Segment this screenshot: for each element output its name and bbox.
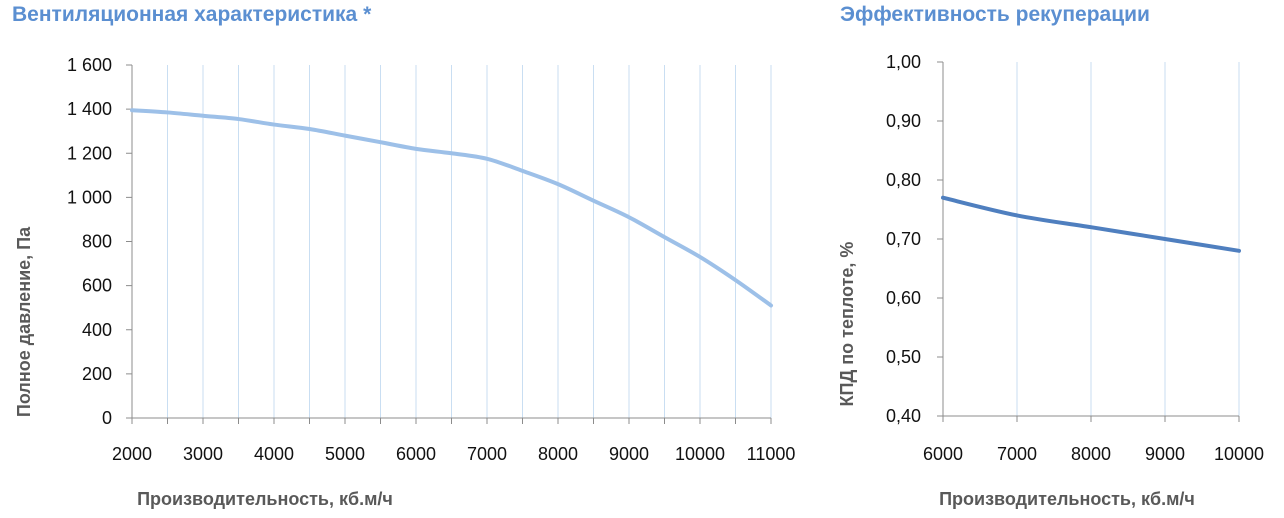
chart-title-fan-curve: Вентиляционная характеристика * <box>12 3 372 26</box>
x-tick-label: 6000 <box>923 444 963 464</box>
y-tick-label: 1 200 <box>67 143 112 163</box>
x-tick-label: 3000 <box>183 444 223 464</box>
y-tick-label: 1 400 <box>67 99 112 119</box>
y-tick-label: 0,70 <box>886 229 921 249</box>
y-tick-label: 0,40 <box>886 406 921 426</box>
x-tick-label: 7000 <box>467 444 507 464</box>
y-tick-label: 1,00 <box>886 52 921 72</box>
y-tick-label: 400 <box>82 320 112 340</box>
x-tick-label: 5000 <box>325 444 365 464</box>
y-tick-label: 0,60 <box>886 288 921 308</box>
x-tick-label: 4000 <box>254 444 294 464</box>
x-tick-label: 9000 <box>609 444 649 464</box>
x-tick-label: 2000 <box>112 444 152 464</box>
x-axis-title: Производительность, кб.м/ч <box>939 489 1195 509</box>
y-tick-label: 1 000 <box>67 187 112 207</box>
y-tick-label: 0 <box>102 408 112 428</box>
x-tick-label: 10000 <box>675 444 725 464</box>
x-tick-label: 8000 <box>538 444 578 464</box>
y-tick-label: 1 600 <box>67 55 112 75</box>
y-tick-label: 200 <box>82 364 112 384</box>
x-tick-label: 8000 <box>1071 444 1111 464</box>
y-tick-label: 800 <box>82 232 112 252</box>
y-tick-label: 600 <box>82 276 112 296</box>
x-tick-label: 10000 <box>1214 444 1264 464</box>
x-tick-label: 11000 <box>747 444 796 464</box>
series-line <box>941 195 1241 253</box>
x-tick-label: 9000 <box>1145 444 1185 464</box>
x-axis-title: Производительность, кб.м/ч <box>137 489 393 509</box>
series-line <box>130 108 773 308</box>
y-tick-label: 0,80 <box>886 170 921 190</box>
x-tick-label: 6000 <box>396 444 436 464</box>
y-tick-label: 0,90 <box>886 111 921 131</box>
y-axis-title: Полное давление, Па <box>14 226 34 417</box>
x-tick-label: 7000 <box>997 444 1037 464</box>
y-axis-title: КПД по теплоте, % <box>837 242 857 407</box>
y-tick-label: 0,50 <box>886 347 921 367</box>
chart-title-recuperation: Эффективность рекуперации <box>840 3 1150 26</box>
